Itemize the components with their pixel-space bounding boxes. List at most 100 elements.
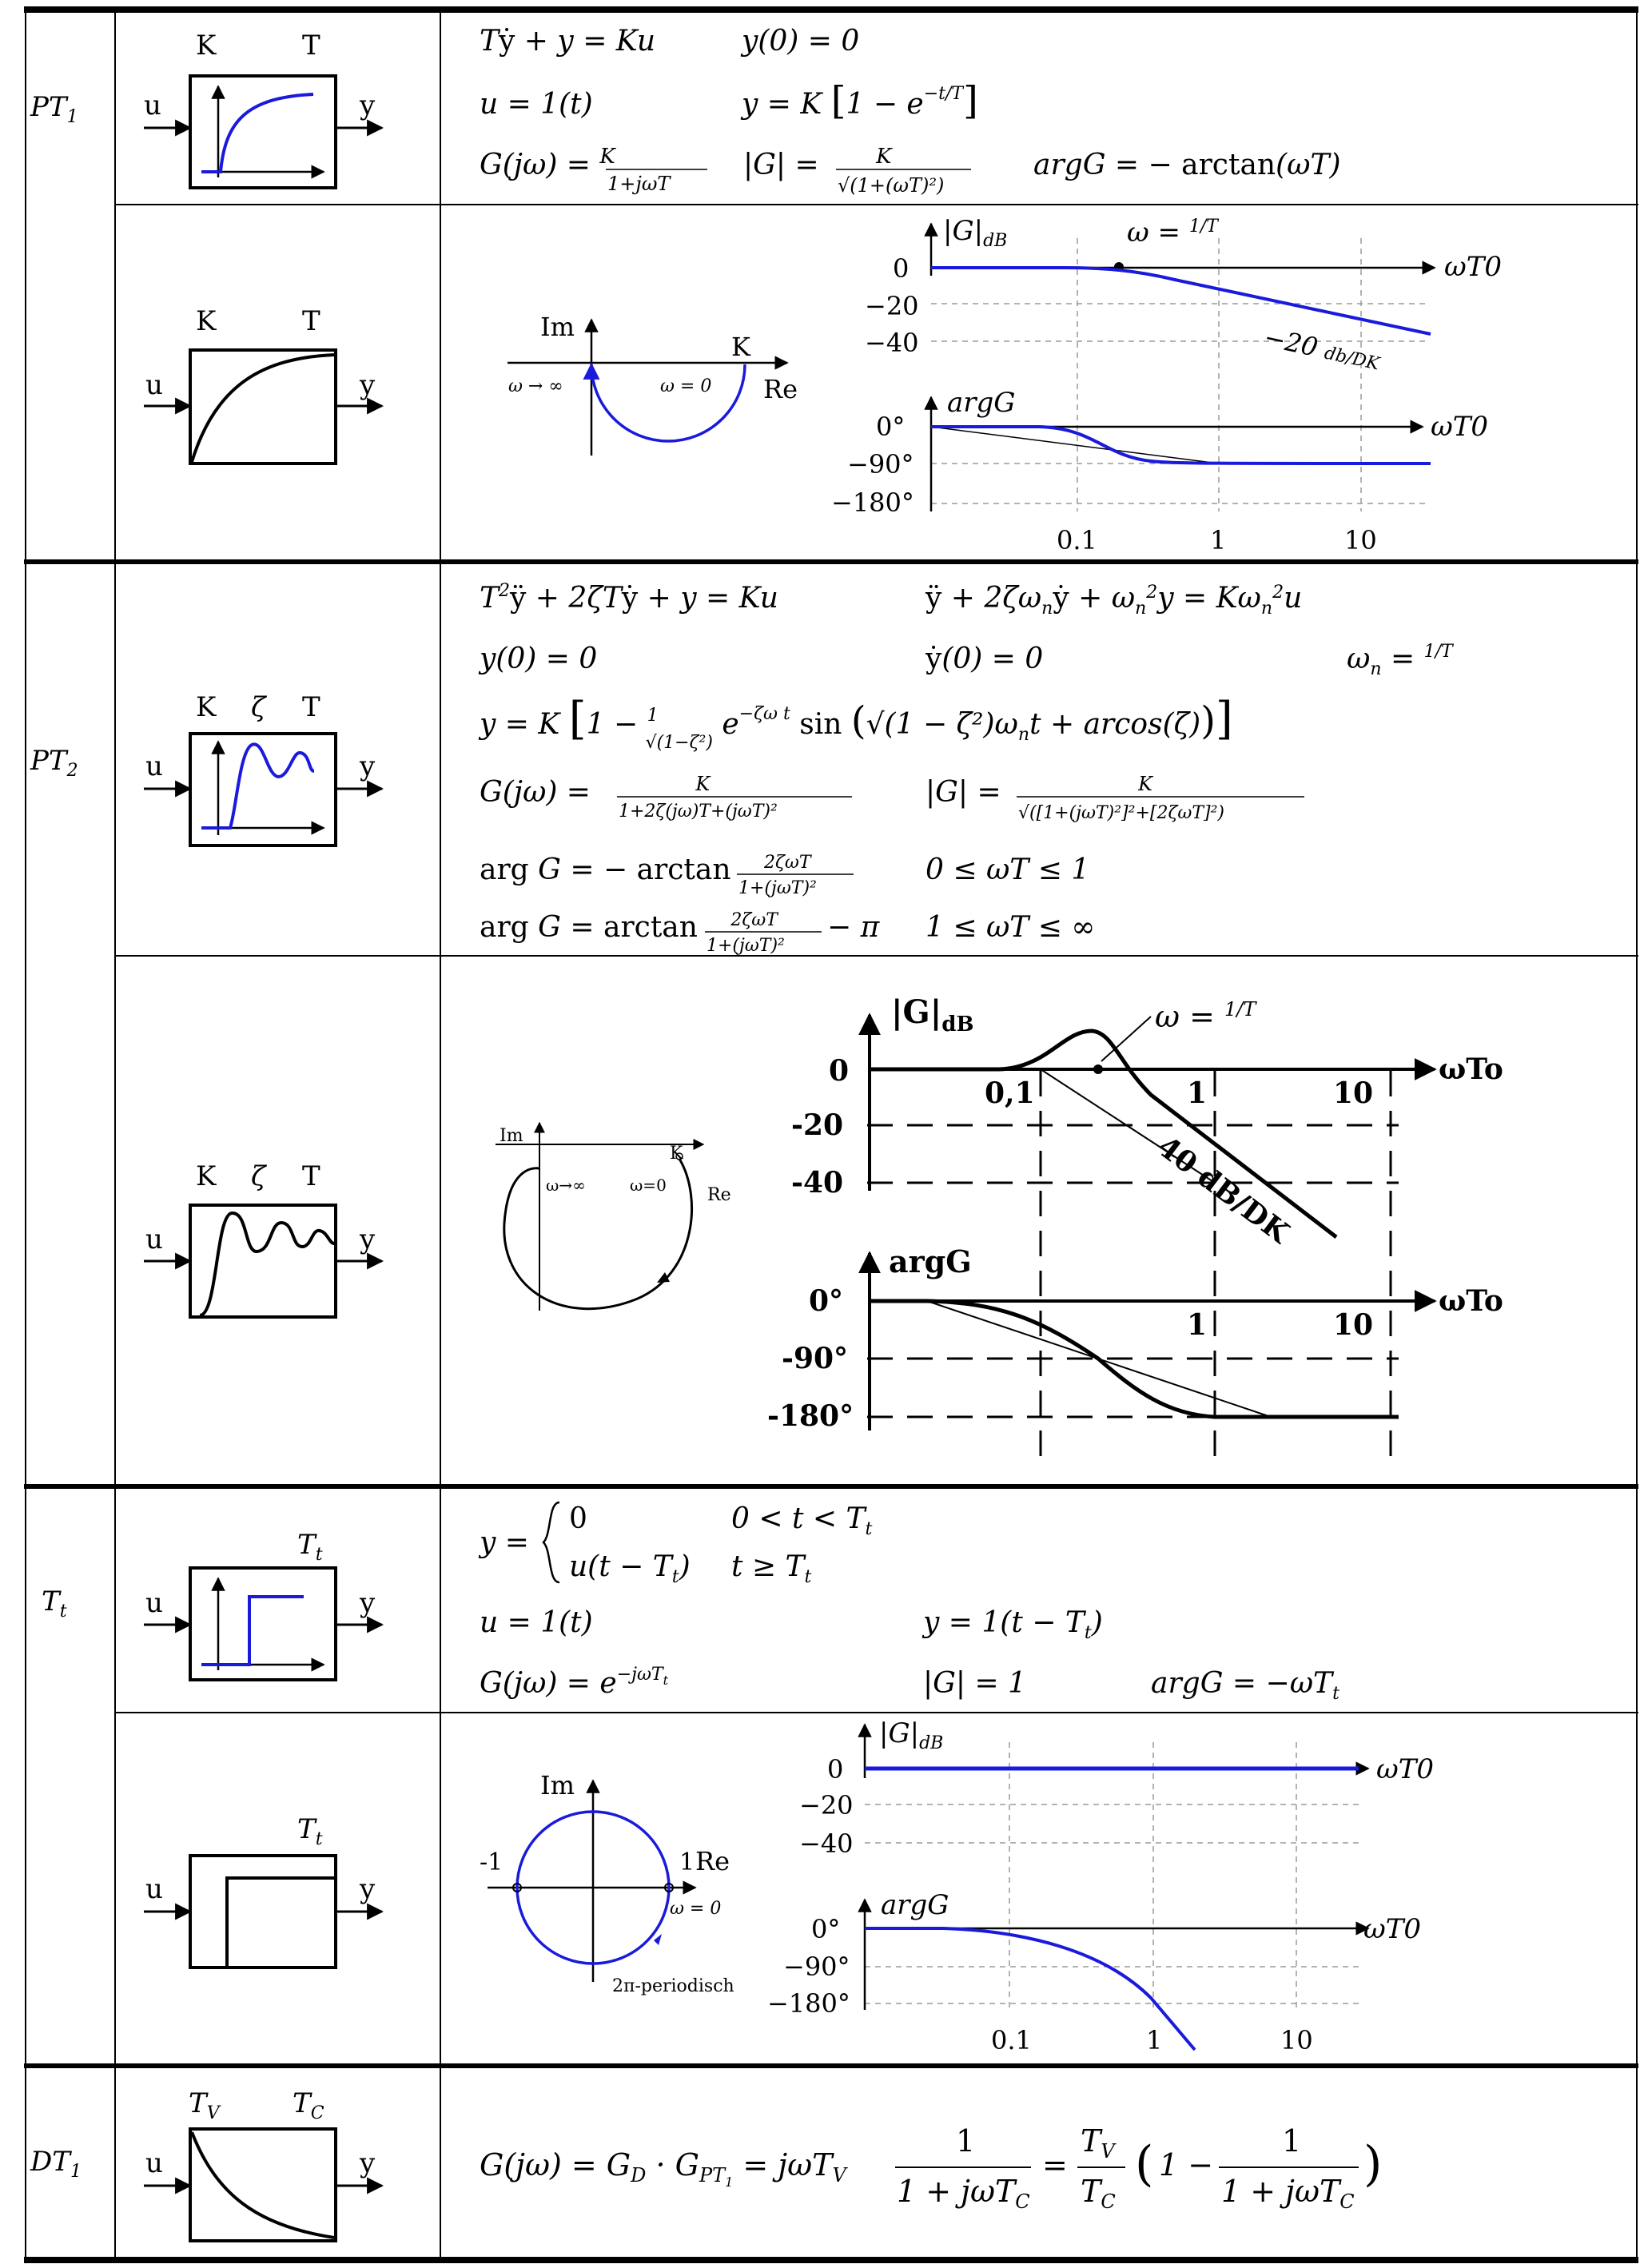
svg-text:0 ≤ ωT ≤ 1: 0 ≤ ωT ≤ 1: [925, 853, 1089, 886]
corner-label: ω = 1/T: [1155, 998, 1257, 1034]
block-label-k: K: [196, 30, 217, 62]
svg-text:−180°: −180°: [767, 1988, 850, 2019]
svg-text:√([1+(jωT)²]²+[2ζωT]²): √([1+(jωT)²]²+[2ζωT]²): [1018, 803, 1224, 823]
svg-text:G(jω) = GD · GPT1 = jωTV: G(jω) = GD · GPT1 = jωTV: [480, 2147, 848, 2190]
svg-text:0: 0: [569, 1502, 587, 1535]
svg-text:y: y: [359, 2147, 376, 2179]
slope-label: −20 db/DK: [1261, 322, 1384, 376]
svg-text:y = K [1 − 1√(1−ζ²) e−ζω t sin: y = K [1 − 1 √(1−ζ²) e−ζω t sin (√(1 − ζ²…: [478, 693, 1233, 753]
formula-phase: argG = − arctan(ωT): [1033, 149, 1341, 181]
svg-text:Im: Im: [540, 1770, 575, 1800]
svg-text:1+jωT: 1+jωT: [607, 173, 671, 195]
svg-text:ẏ(0) = 0: ẏ(0) = 0: [925, 643, 1043, 675]
section-name: PT1: [30, 91, 78, 127]
svg-text:|G| = 1: |G| = 1: [923, 1667, 1026, 1700]
svg-text:t ≥ Tt: t ≥ Tt: [731, 1550, 812, 1587]
svg-text:1 −: 1 −: [1159, 2147, 1213, 2182]
formula-input: u = 1(t): [480, 88, 593, 121]
svg-text:1+(jωT)²: 1+(jωT)²: [738, 878, 817, 898]
section-dt1: DT1 TV TC u y G(jω) = GD · GPT1 = jωTV 1…: [30, 2087, 1382, 2242]
svg-text:u: u: [145, 1224, 163, 1255]
svg-text:1: 1: [1210, 525, 1226, 555]
svg-text:10: 10: [1344, 525, 1377, 555]
formulas: G(jω) = GD · GPT1 = jωTV 1 1 + jωTC = TV…: [480, 2123, 1382, 2213]
svg-text:y: y: [359, 1873, 376, 1905]
svg-text:argG: argG: [889, 1243, 972, 1279]
section-pt1: PT1 K T u y Tẏ + y = Ku y(0) = 0 u = 1(t…: [30, 25, 1502, 555]
block-diagram-step: K ζ T u y: [144, 691, 384, 847]
svg-text:u: u: [145, 1873, 163, 1905]
axis-im: Im: [540, 312, 575, 342]
svg-text:y(0) = 0: y(0) = 0: [478, 643, 597, 675]
mag-label: |G|dB: [879, 1717, 943, 1753]
svg-text:Re: Re: [695, 1846, 730, 1876]
svg-text:1 + jωTC: 1 + jωTC: [1221, 2174, 1355, 2213]
svg-text:TC: TC: [1081, 2174, 1116, 2213]
svg-text:T2ÿ + 2ζTẏ + y = Ku: T2ÿ + 2ζTẏ + y = Ku: [480, 581, 778, 615]
svg-text:ω = 0: ω = 0: [660, 376, 711, 396]
block-diagram-step: TV TC u y: [144, 2087, 384, 2242]
section-pt2: PT2 K ζ T u y T2ÿ + 2ζTẏ + y = Ku ÿ + 2ζ…: [30, 581, 1503, 1462]
svg-text:y: y: [359, 1224, 376, 1255]
svg-text:argG: argG: [881, 1889, 949, 1921]
nyquist-plot: Im Re K ω→∞ ω=0: [496, 1121, 731, 1311]
svg-text:−90°: −90°: [847, 449, 914, 479]
svg-text:1 + jωTC: 1 + jωTC: [897, 2174, 1030, 2213]
svg-text:Re: Re: [707, 1185, 731, 1205]
svg-text:−40: −40: [865, 328, 919, 358]
svg-text:u: u: [145, 369, 163, 401]
svg-text:0°: 0°: [811, 1914, 840, 1944]
svg-text:argG: argG: [947, 387, 1015, 419]
svg-text:2π-periodisch: 2π-periodisch: [612, 1976, 734, 1996]
formulas: T2ÿ + 2ζTẏ + y = Ku ÿ + 2ζωnẏ + ωn2y = K…: [478, 581, 1455, 956]
svg-text:ωT0: ωT0: [1363, 1913, 1421, 1945]
svg-text:1: 1: [1187, 1308, 1207, 1342]
svg-text:1: 1: [1282, 2123, 1301, 2159]
svg-text:(: (: [1135, 2136, 1153, 2192]
svg-text:1+2ζ(jω)T+(jωT)²: 1+2ζ(jω)T+(jωT)²: [619, 802, 778, 822]
svg-text:ω → ∞: ω → ∞: [508, 376, 563, 396]
block-diagram-step: Tt u y: [144, 1529, 384, 1681]
svg-text:ωTo: ωTo: [1439, 1052, 1503, 1086]
section-name: DT1: [30, 2146, 82, 2182]
svg-text:10: 10: [1333, 1076, 1373, 1110]
svg-text:1 ≤ ωT ≤ ∞: 1 ≤ ωT ≤ ∞: [925, 911, 1095, 944]
formula-response: y = K [1 − e−t/T]: [740, 78, 978, 123]
block-label-t: T: [302, 30, 320, 62]
svg-text:y: y: [359, 369, 376, 401]
svg-text:10: 10: [1280, 2025, 1313, 2055]
mag-label: |G|dB: [943, 215, 1007, 251]
svg-text:-90°: -90°: [782, 1342, 848, 1375]
svg-text:ζ: ζ: [251, 1160, 268, 1192]
svg-text:y: y: [359, 1587, 376, 1619]
svg-text:ζ: ζ: [251, 691, 268, 723]
formulas: Tẏ + y = Ku y(0) = 0 u = 1(t) y = K [1 −…: [480, 25, 1341, 197]
section-name: Tt: [42, 1586, 67, 1621]
svg-text:ωn = 1/T: ωn = 1/T: [1347, 642, 1455, 679]
input-label: u: [144, 90, 161, 121]
svg-text:0.1: 0.1: [991, 2025, 1032, 2055]
svg-text:−40: −40: [799, 1828, 854, 1859]
formula-transfer: G(jω) = K: [480, 145, 616, 181]
svg-text:-180°: -180°: [767, 1399, 854, 1433]
svg-text:ωTo: ωTo: [1439, 1284, 1503, 1318]
svg-text:y =: y =: [478, 1526, 529, 1559]
svg-text:1: 1: [1146, 2025, 1162, 2055]
svg-text:ω = 0: ω = 0: [670, 1899, 721, 1919]
svg-text:10: 10: [1333, 1308, 1373, 1342]
svg-text:0: 0: [827, 1754, 843, 1785]
svg-text:T: T: [302, 691, 320, 723]
svg-text:ωT0: ωT0: [1376, 1753, 1434, 1785]
svg-text:1+(jωT)²: 1+(jωT)²: [707, 936, 785, 956]
axis-re: Re: [763, 374, 798, 404]
svg-text:ωT0: ωT0: [1444, 251, 1502, 283]
svg-text:0: 0: [829, 1054, 849, 1088]
svg-text:=: =: [1042, 2147, 1068, 2182]
svg-text:): ): [1363, 2136, 1382, 2192]
svg-text:K: K: [196, 1160, 217, 1192]
block-diagram-response: Tt u y: [144, 1813, 384, 1969]
svg-text:-40: -40: [791, 1166, 843, 1200]
svg-text:K: K: [196, 305, 217, 337]
corner-label: ω = 1/T: [1127, 217, 1220, 249]
svg-text:T: T: [302, 1160, 320, 1192]
